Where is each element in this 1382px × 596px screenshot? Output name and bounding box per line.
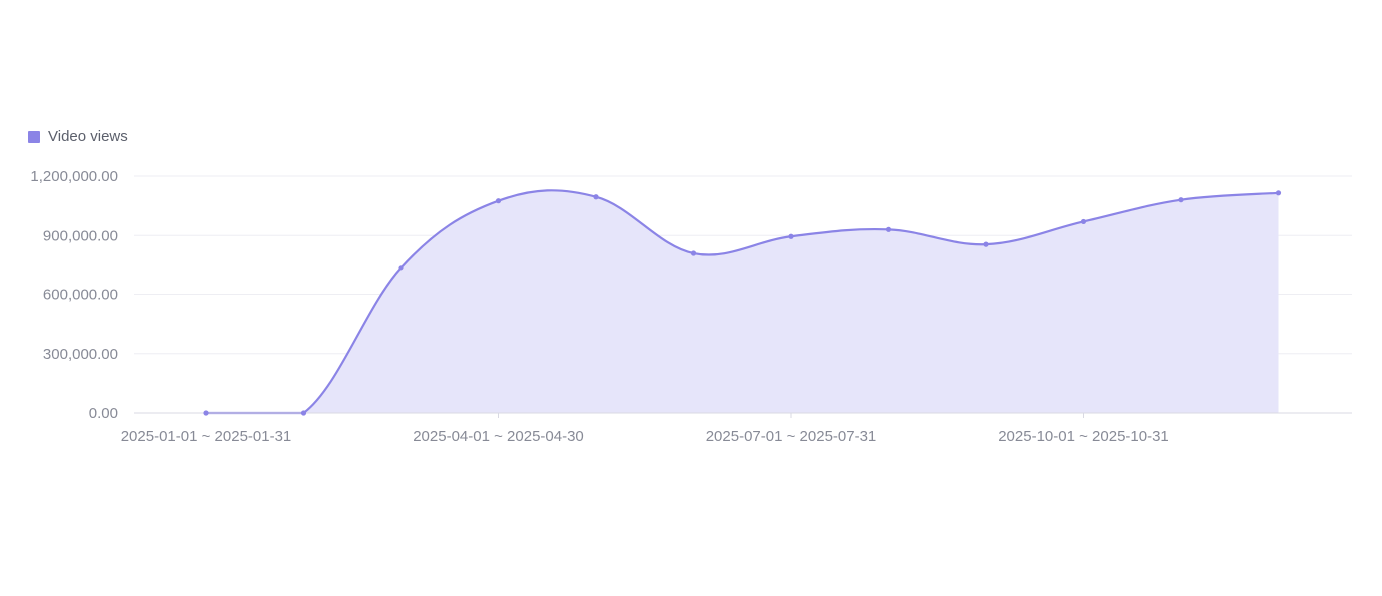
data-point[interactable] [885,226,892,232]
legend[interactable]: Video views [28,128,128,145]
x-tick-label: 2025-10-01 ~ 2025-10-31 [998,428,1169,445]
data-point[interactable] [1178,197,1184,203]
x-tick-label: 2025-07-01 ~ 2025-07-31 [706,428,877,445]
y-tick-label: 300,000.00 [43,346,118,363]
point-layer [203,190,1282,416]
data-point[interactable] [690,250,697,256]
legend-label: Video views [48,128,128,145]
axis-layer: 0.00 300,000.00 600,000.00 900,000.00 1,200,… [30,168,1352,445]
y-tick-label: 1,200,000.00 [30,168,118,185]
y-tick-label: 0.00 [89,405,118,422]
data-point[interactable] [593,194,599,200]
x-tick-label: 2025-04-01 ~ 2025-04-30 [413,428,584,445]
data-point[interactable] [1080,218,1087,225]
data-point[interactable] [203,410,209,416]
data-point[interactable] [788,233,794,239]
data-point[interactable] [398,265,404,271]
series-area [206,190,1279,413]
data-point[interactable] [495,198,502,204]
data-point[interactable] [300,410,307,416]
legend-swatch [28,130,40,143]
data-point[interactable] [983,241,989,247]
x-tick-label: 2025-01-01 ~ 2025-01-31 [121,428,292,445]
data-point[interactable] [1275,190,1282,196]
y-tick-label: 900,000.00 [43,227,118,244]
area-layer [204,189,1280,415]
y-tick-label: 600,000.00 [43,287,118,304]
